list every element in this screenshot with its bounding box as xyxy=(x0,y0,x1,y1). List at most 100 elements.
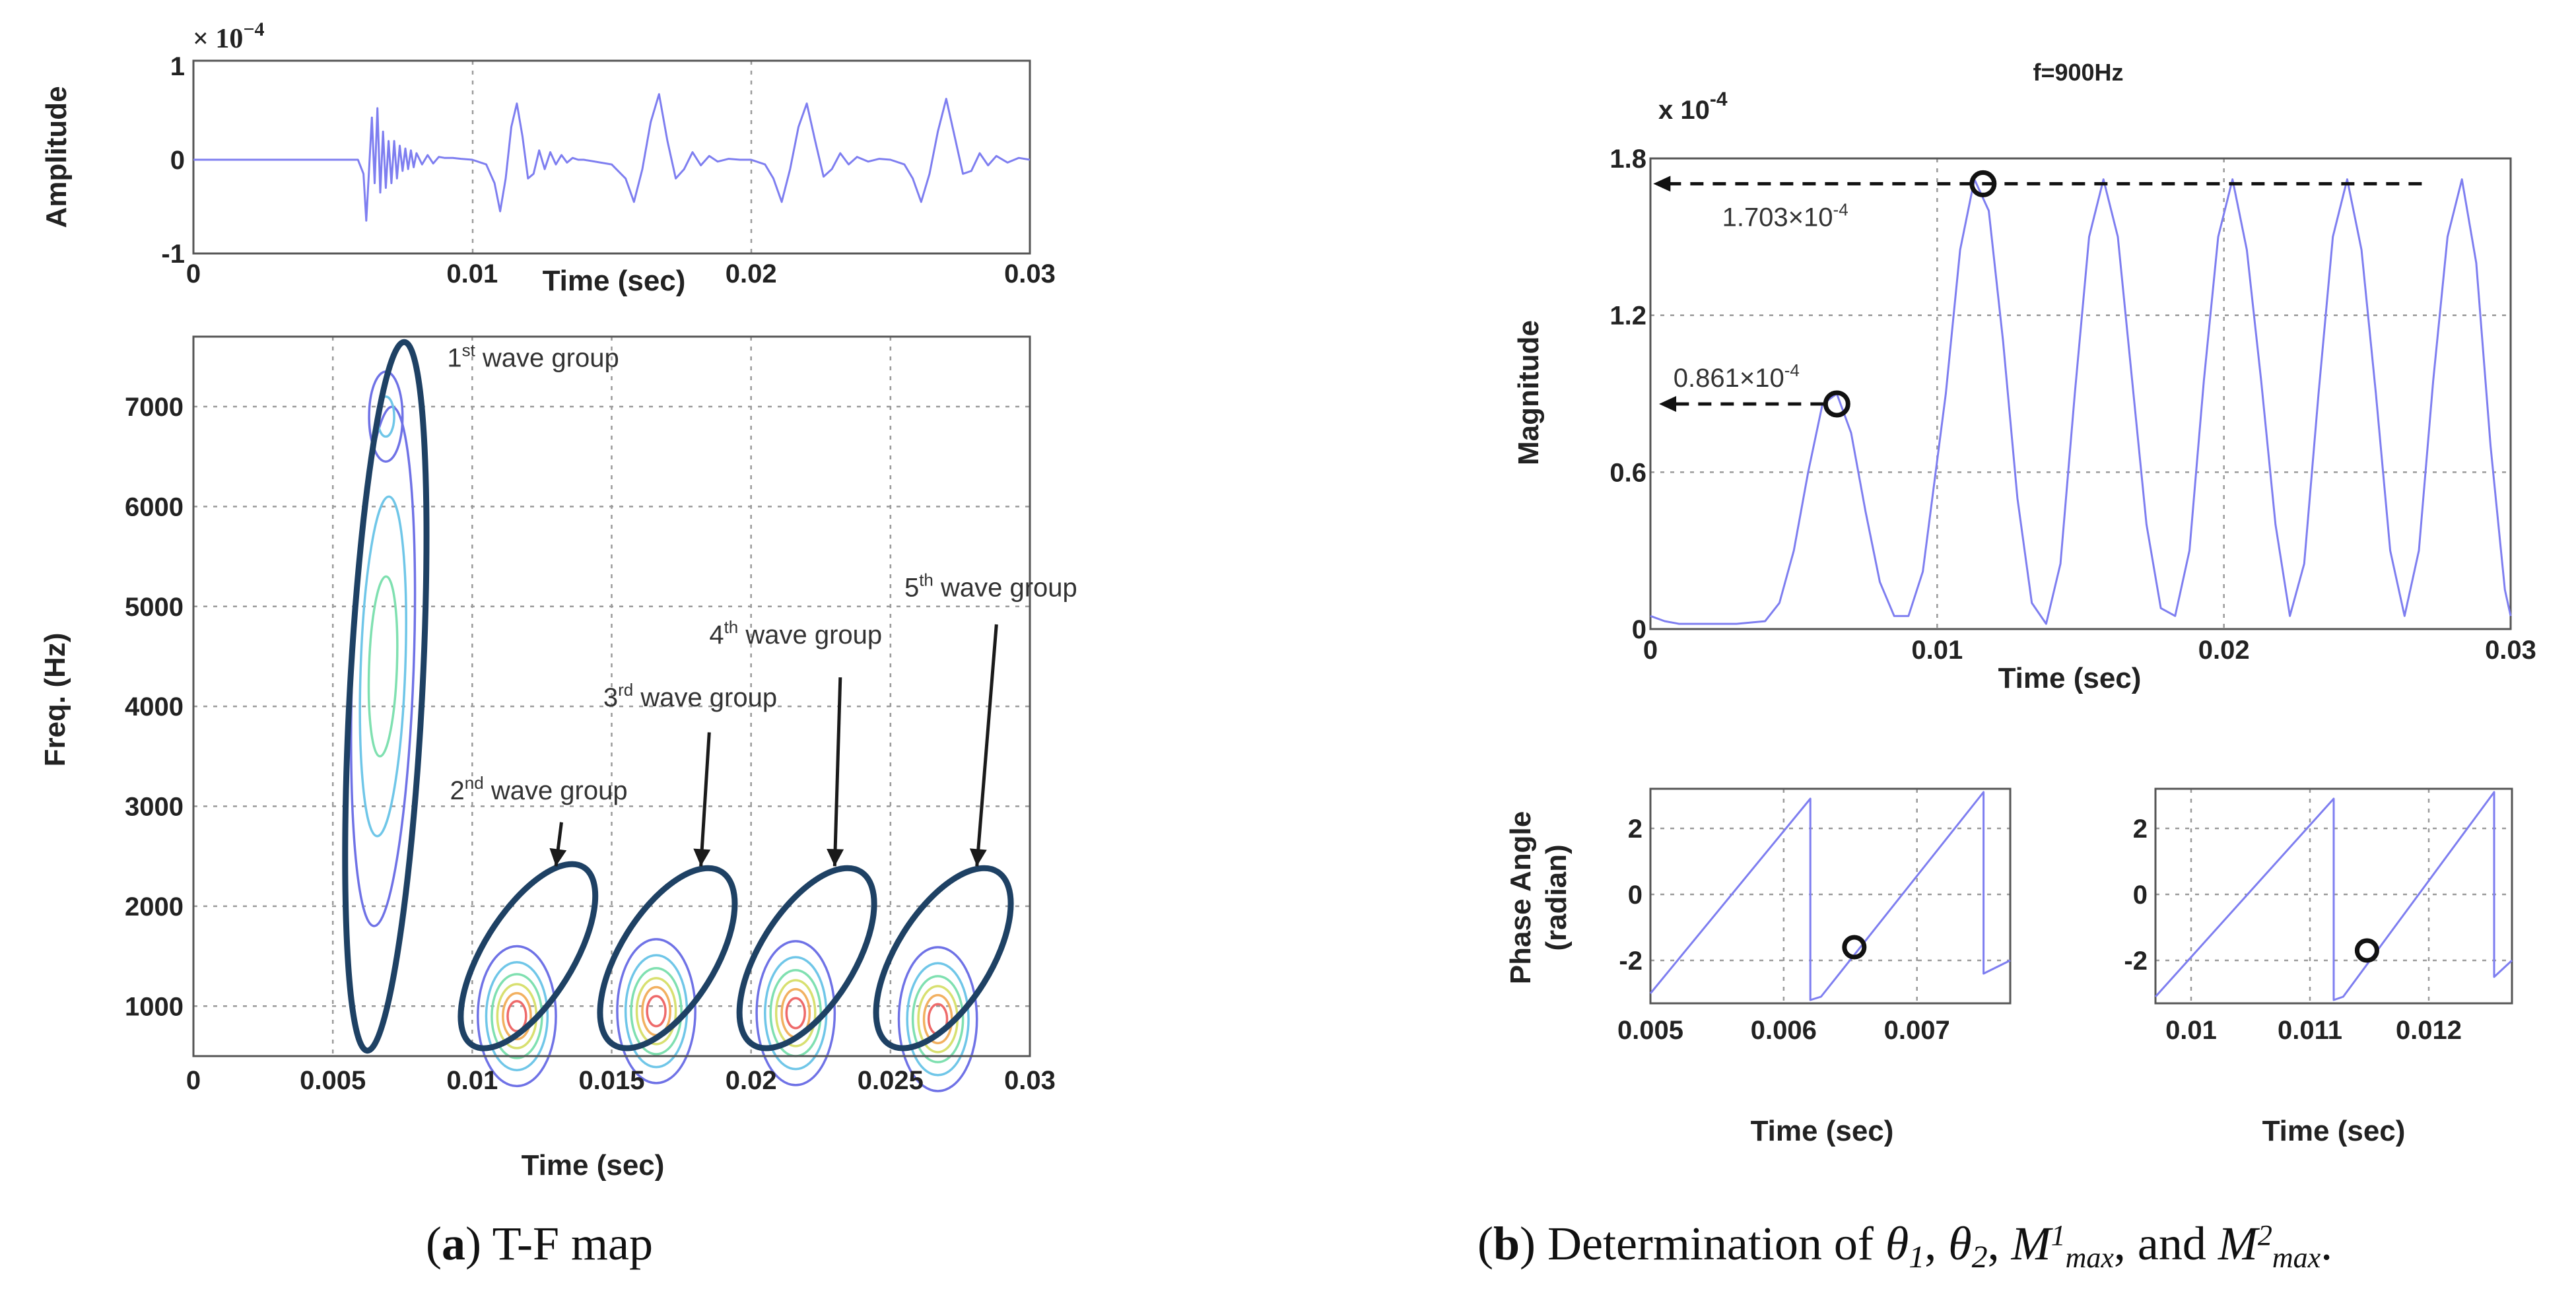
amplitude-panel: Amplitude Time (sec) × 10−4 0 0.01 0.02 0.0… xyxy=(40,18,1056,297)
tf-map-y-tick-label: 4000 xyxy=(125,692,184,721)
phase2-frame xyxy=(2154,787,2513,1005)
wave-group-4-text: wave group xyxy=(738,620,882,650)
tf-map-frame xyxy=(192,335,1031,1057)
caption-b-m1-sup: 1 xyxy=(2051,1219,2066,1251)
wave-group-2-arrowhead xyxy=(549,848,567,867)
amplitude-x-tick-label: 0 xyxy=(186,259,201,288)
tf-map-arrows xyxy=(549,624,998,867)
caption-b-end: . xyxy=(2321,1217,2332,1270)
tf-map-x-tick-label: 0.02 xyxy=(726,1066,777,1095)
caption-a: (a) T-F map xyxy=(426,1217,653,1270)
wave-group-3-arrowhead xyxy=(693,848,711,867)
tf-map-x-tick-label: 0.03 xyxy=(1004,1066,1056,1095)
wave-group-2-suffix: nd xyxy=(465,773,484,793)
tf-contour-ring xyxy=(477,945,557,1088)
tf-map-xlabel: Time (sec) xyxy=(522,1149,665,1182)
wave-group-1-ordinal: 1 xyxy=(447,343,461,372)
phase2-y-tick-label: 2 xyxy=(2133,815,2148,844)
phase1-ylabel-line1: Phase Angle xyxy=(1505,811,1537,984)
phase-panel-2: Time (sec) 0.01 0.011 0.012 2 0 -2 xyxy=(2124,787,2513,1147)
tf-contour-ring xyxy=(485,960,549,1071)
wave-group-3-arrow xyxy=(699,732,711,867)
phase2-y-tick-label: 0 xyxy=(2133,881,2148,910)
wave-group-3-ellipse xyxy=(597,865,738,1051)
wave-group-1-text: wave group xyxy=(475,343,619,372)
phase1-x-tick-label: 0.007 xyxy=(1884,1016,1950,1045)
amplitude-y-ticks: 1 0 -1 xyxy=(161,52,185,269)
caption-b-m1-sub: max xyxy=(2066,1242,2115,1274)
wave-group-3-label: 3rd wave group xyxy=(603,680,777,712)
caption-b-prefix: ) Determination of xyxy=(1520,1217,1885,1270)
phase1-x-ticks: 0.005 0.006 0.007 xyxy=(1617,1016,1950,1045)
amplitude-x-tick-label: 0.01 xyxy=(446,259,498,288)
wave-group-5-label: 5th wave group xyxy=(904,570,1077,603)
phase1-x-tick-label: 0.005 xyxy=(1617,1016,1683,1045)
tf-contour-ring xyxy=(502,991,532,1041)
wave-group-3-ordinal: 3 xyxy=(603,683,618,712)
phase1-y-tick-label: -2 xyxy=(1619,947,1643,976)
tf-map-y-tick-label: 7000 xyxy=(125,393,184,422)
phase1-marker xyxy=(1842,935,1867,960)
phase-panel-1: Phase Angle (radian) Time (sec) 0.005 0.0… xyxy=(1505,787,2012,1147)
amplitude-scale-exp: −4 xyxy=(243,18,264,40)
tf-map-x-tick-label: 0.01 xyxy=(446,1066,498,1095)
wave-group-2-ellipse xyxy=(458,861,599,1051)
caption-b-m2-sup: 2 xyxy=(2258,1219,2272,1251)
tf-map-y-tick-label: 6000 xyxy=(125,492,184,521)
phase2-xlabel: Time (sec) xyxy=(2262,1115,2406,1147)
tf-map-ylabel: Freq. (Hz) xyxy=(39,633,71,767)
phase1-frame xyxy=(1649,787,2012,1005)
phase2-x-tick-label: 0.011 xyxy=(2278,1016,2342,1045)
phase2-y-ticks: 2 0 -2 xyxy=(2124,815,2148,976)
tf-contour-ring xyxy=(635,977,677,1046)
phase2-x-ticks: 0.01 0.011 0.012 xyxy=(2165,1016,2462,1045)
magnitude-annotation-2-arrowhead xyxy=(1653,176,1671,192)
magnitude-annotations: 0.861×10-41.703×10-4 xyxy=(1653,170,2422,418)
phase2-series-line xyxy=(2154,791,2513,1001)
wave-group-5-arrow xyxy=(975,624,998,867)
wave-group-5-suffix: th xyxy=(919,570,933,590)
amplitude-series-line xyxy=(193,93,1031,222)
amplitude-scale-note: × 10−4 xyxy=(193,18,265,54)
tf-map-x-tick-label: 0 xyxy=(186,1066,201,1095)
magnitude-annotation-2-marker xyxy=(1969,170,1997,197)
phase2-x-tick-label: 0.012 xyxy=(2396,1016,2462,1045)
wave-group-4-arrowhead xyxy=(827,848,844,867)
phase1-y-tick-label: 0 xyxy=(1628,881,1643,910)
magnitude-series-line xyxy=(1650,178,2512,625)
phase2-marker xyxy=(2354,938,2379,963)
tf-contour-ring xyxy=(897,946,978,1092)
magnitude-annotation-2-value: 1.703×10 xyxy=(1722,203,1833,232)
magnitude-annotation-1-marker xyxy=(1823,390,1850,418)
tf-map-y-tick-label: 1000 xyxy=(125,992,184,1021)
magnitude-ylabel: Magnitude xyxy=(1512,320,1545,465)
tf-contour-ring xyxy=(911,975,965,1063)
wave-group-1-suffix: st xyxy=(462,340,476,360)
caption-b-theta1: θ xyxy=(1885,1217,1909,1270)
phase1-y-tick-label: 2 xyxy=(1628,815,1643,844)
magnitude-x-tick-label: 0 xyxy=(1643,636,1658,665)
tf-map-x-tick-label: 0.005 xyxy=(300,1066,366,1095)
phase1-xlabel: Time (sec) xyxy=(1751,1115,1894,1147)
caption-b-label: b xyxy=(1493,1217,1520,1270)
phase1-series-line xyxy=(1649,791,2011,1001)
tf-map-y-tick-label: 5000 xyxy=(125,593,184,622)
wave-group-4-ellipse xyxy=(736,865,877,1051)
magnitude-panel: 0.861×10-41.703×10-4 f=900Hz x 10-4 Magn… xyxy=(1512,59,2536,694)
phase1-x-tick-label: 0.006 xyxy=(1751,1016,1817,1045)
magnitude-x-tick-label: 0.01 xyxy=(1911,636,1963,665)
magnitude-scale-base: x 10 xyxy=(1658,96,1710,125)
wave-group-2-label: 2nd wave group xyxy=(450,773,628,805)
wave-group-4-ordinal: 4 xyxy=(709,620,724,650)
magnitude-scale-note: x 10-4 xyxy=(1658,88,1728,125)
tf-contour-ring xyxy=(906,962,970,1077)
tf-contour-ring xyxy=(764,956,828,1071)
magnitude-annotation-1-value: 0.861×10 xyxy=(1674,364,1784,393)
tf-contour-ring xyxy=(755,940,836,1086)
magnitude-annotation-2-label: 1.703×10-4 xyxy=(1722,199,1848,232)
magnitude-y-tick-label: 1.2 xyxy=(1610,302,1646,331)
wave-group-3-text: wave group xyxy=(633,683,777,712)
magnitude-x-ticks: 0 0.01 0.02 0.03 xyxy=(1643,636,2536,665)
amplitude-x-tick-label: 0.02 xyxy=(726,259,777,288)
